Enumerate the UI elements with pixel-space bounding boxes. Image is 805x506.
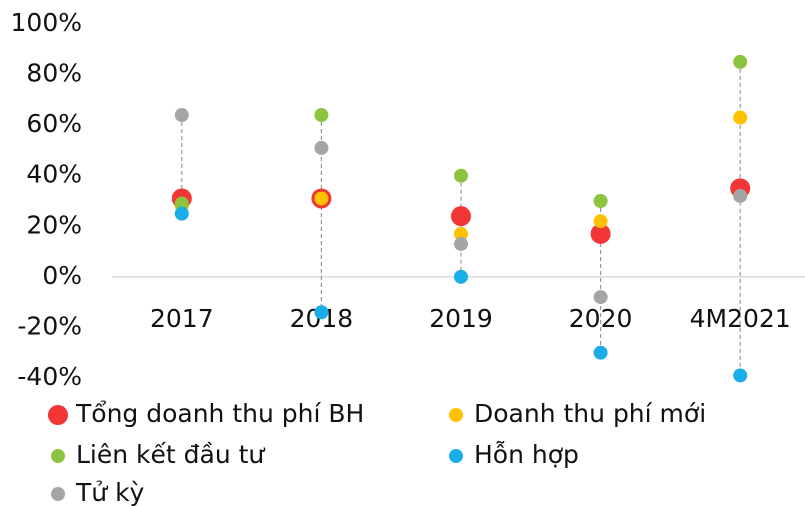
legend-marker <box>48 405 68 425</box>
legend-label: Doanh thu phí mới <box>474 399 706 428</box>
y-tick-label: 100% <box>11 8 82 37</box>
legend-marker <box>449 408 463 422</box>
dot <box>454 269 468 284</box>
dot <box>451 206 471 227</box>
y-tick-label: -20% <box>17 311 82 340</box>
dot <box>733 54 748 69</box>
dot <box>593 194 608 208</box>
dot <box>314 140 329 155</box>
legend-label: Tổng doanh thu phí BH <box>75 399 364 428</box>
dot <box>314 305 329 320</box>
y-tick-label: 80% <box>26 59 82 88</box>
dot <box>733 188 748 203</box>
dot <box>593 345 608 360</box>
y-tick-label: 60% <box>26 109 82 138</box>
dot <box>593 214 608 229</box>
x-tick-label: 2020 <box>569 304 633 333</box>
legend-label: Hỗn hợp <box>474 440 579 469</box>
dot <box>733 368 748 383</box>
x-tick-label: 4M2021 <box>690 304 791 333</box>
legend-marker <box>51 449 65 463</box>
y-tick-label: 20% <box>26 210 82 239</box>
dot <box>593 290 608 305</box>
x-tick-label: 2019 <box>429 304 493 333</box>
legend-marker <box>51 487 65 501</box>
dot <box>454 226 468 241</box>
dot <box>733 110 748 125</box>
y-tick-label: -40% <box>17 362 82 391</box>
dot <box>174 196 189 211</box>
dot <box>174 206 189 221</box>
dot <box>590 223 611 244</box>
dot <box>454 168 468 183</box>
legend-label: Liên kết đầu tư <box>76 440 265 469</box>
dot <box>174 108 189 123</box>
dot <box>314 108 329 123</box>
x-tick-label: 2017 <box>150 304 214 333</box>
y-tick-label: 40% <box>26 160 82 189</box>
legend-marker <box>449 449 463 463</box>
dot <box>454 236 468 251</box>
legend-label: Tử kỳ <box>75 478 145 506</box>
dot <box>314 191 329 206</box>
y-tick-label: 0% <box>42 261 82 290</box>
